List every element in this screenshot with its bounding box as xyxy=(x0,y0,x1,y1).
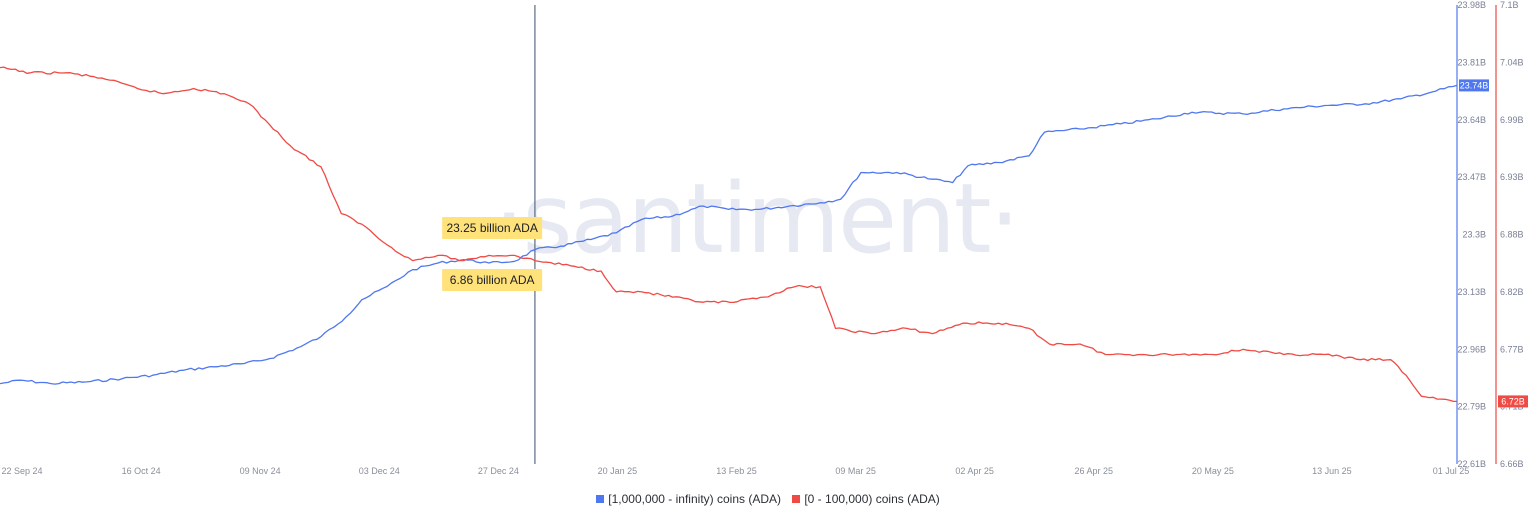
left-tick-label: 23.64B xyxy=(1457,115,1486,125)
x-tick-label: 03 Dec 24 xyxy=(359,466,400,476)
series-line-whales xyxy=(0,84,1458,385)
right-tick-label: 6.99B xyxy=(1500,115,1524,125)
legend: [1,000,000 - infinity) coins (ADA) [0 - … xyxy=(0,492,1536,506)
callout-label: 23.25 billion ADA xyxy=(446,221,537,235)
x-tick-label: 02 Apr 25 xyxy=(955,466,994,476)
x-tick-label: 13 Feb 25 xyxy=(716,466,757,476)
right-tick-label: 6.82B xyxy=(1500,287,1524,297)
right-axis: 7.1B7.04B6.99B6.93B6.88B6.82B6.77B6.71B6… xyxy=(1495,0,1528,469)
legend-label-whales: [1,000,000 - infinity) coins (ADA) xyxy=(608,492,781,506)
right-tick-label: 6.88B xyxy=(1500,230,1524,240)
legend-item-whales[interactable]: [1,000,000 - infinity) coins (ADA) xyxy=(596,492,781,506)
callouts: 23.25 billion ADA 6.86 billion ADA xyxy=(442,217,543,291)
x-tick-label: 22 Sep 24 xyxy=(1,466,42,476)
left-tick-label: 23.3B xyxy=(1462,230,1486,240)
left-axis: 23.98B 23.81B 23.64B 23.47B 23.3B 23.13B 22.96… xyxy=(1456,0,1489,469)
last-value-label: 6.72B xyxy=(1501,396,1525,406)
left-tick-label: 22.61B xyxy=(1457,459,1486,469)
right-tick-label: 6.66B xyxy=(1500,459,1524,469)
last-value-label: 23.74B xyxy=(1460,80,1489,90)
x-tick-label: 26 Apr 25 xyxy=(1074,466,1113,476)
left-tick-label: 22.79B xyxy=(1457,402,1486,412)
right-tick-label: 6.93B xyxy=(1500,172,1524,182)
callout-label: 6.86 billion ADA xyxy=(450,273,535,287)
x-tick-label: 20 Jan 25 xyxy=(598,466,638,476)
right-tick-label: 6.77B xyxy=(1500,344,1524,354)
left-tick-label: 22.96B xyxy=(1457,344,1486,354)
x-tick-label: 09 Nov 24 xyxy=(240,466,281,476)
right-tick-label: 7.1B xyxy=(1500,0,1519,10)
santiment-watermark: ·santiment· xyxy=(494,163,1018,275)
legend-item-retail[interactable]: [0 - 100,000) coins (ADA) xyxy=(792,492,940,506)
x-tick-label: 09 Mar 25 xyxy=(835,466,876,476)
x-tick-label: 13 Jun 25 xyxy=(1312,466,1352,476)
legend-swatch-red xyxy=(792,495,801,503)
x-tick-label: 16 Oct 24 xyxy=(122,466,161,476)
last-value-badge xyxy=(1498,395,1528,408)
callout-box xyxy=(442,217,543,239)
x-axis: 22 Sep 24 16 Oct 24 09 Nov 24 03 Dec 24 27 D… xyxy=(1,466,1469,476)
right-tick-label: 7.04B xyxy=(1500,57,1524,67)
left-tick-label: 23.98B xyxy=(1457,0,1486,10)
last-value-badge xyxy=(1459,79,1489,92)
callout-box xyxy=(442,269,543,291)
series-line-retail xyxy=(0,66,1458,403)
x-tick-label: 20 May 25 xyxy=(1192,466,1234,476)
legend-label-retail: [0 - 100,000) coins (ADA) xyxy=(804,492,940,506)
x-tick-label: 27 Dec 24 xyxy=(478,466,519,476)
left-tick-label: 23.47B xyxy=(1457,172,1486,182)
left-tick-label: 23.13B xyxy=(1457,287,1486,297)
left-tick-label: 23.81B xyxy=(1457,57,1486,67)
legend-swatch-blue xyxy=(596,495,605,503)
x-tick-label: 01 Jul 25 xyxy=(1433,466,1470,476)
